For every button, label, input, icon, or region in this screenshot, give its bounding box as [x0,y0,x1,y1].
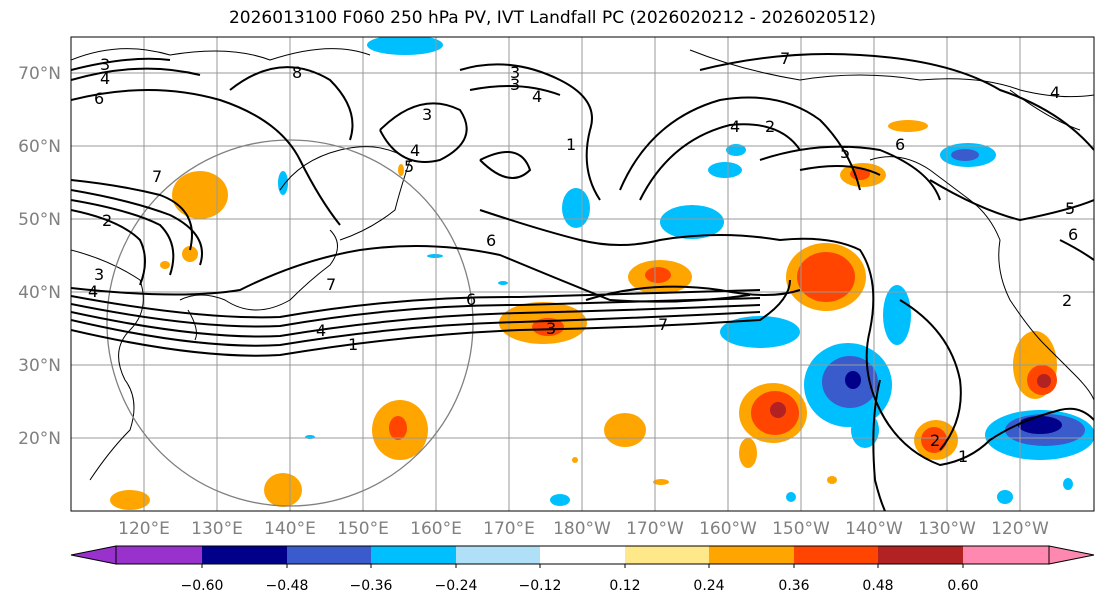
lat-label: 50°N [18,210,61,230]
colorbar-tick-label: −0.12 [519,578,562,594]
lon-label: 160°W [699,519,757,539]
contour-label: 4 [532,87,542,106]
colorbar: −0.60 −0.48 −0.36 −0.24 −0.12 0.12 0.24 0.36 0.4… [70,545,1095,594]
contour-label: 6 [486,231,496,250]
lon-label: 180°W [553,519,611,539]
longitude-labels: 120°E 130°E 140°E 150°E 160°E 170°E 180°… [118,519,1049,539]
contour-label: 4 [730,117,740,136]
colorbar-tick-label: 0.48 [862,578,893,594]
map-frame [70,36,1095,512]
colorbar-tick-label: −0.24 [435,578,478,594]
contour-label: 7 [658,315,668,334]
contour-label: 2 [1062,291,1072,310]
contour-label: 3 [100,55,110,74]
colorbar-tick-label: −0.36 [350,578,393,594]
colorbar-extend-high [1048,545,1095,565]
colorbar-cell [116,546,202,564]
contour-label: 6 [895,135,905,154]
colorbar-cell [625,546,709,564]
latitude-labels: 70°N 60°N 50°N 40°N 30°N 20°N [18,64,61,449]
contour-label: 3 [510,75,520,94]
contour-label: 2 [102,211,112,230]
contour-label: 4 [88,282,98,301]
contour-label: 6 [94,89,104,108]
lon-label: 150°W [772,519,830,539]
lon-label: 160°E [410,519,462,539]
lon-label: 170°W [626,519,684,539]
graticule-lines [71,37,1094,511]
contour-label: 3 [422,105,432,124]
lon-label: 140°W [845,519,903,539]
contour-label: 2 [930,431,940,450]
lon-label: 120°W [991,519,1049,539]
contour-label: 7 [326,275,336,294]
contour-label: 5 [404,157,414,176]
colorbar-tick-label: 0.12 [609,578,640,594]
lon-label: 140°E [264,519,316,539]
colorbar-cell [540,546,625,564]
contour-label: 4 [410,141,420,160]
contour-label: 1 [348,335,358,354]
contour-label: 7 [780,49,790,68]
colorbar-cell [371,546,456,564]
lat-label: 60°N [18,137,61,157]
colorbar-cell [878,546,963,564]
colorbar-cell [202,546,287,564]
colorbar-tick-label: −0.48 [266,578,309,594]
lon-label: 130°E [191,519,243,539]
lat-label: 30°N [18,356,61,376]
lon-label: 150°E [337,519,389,539]
contour-label: 5 [1065,199,1075,218]
colorbar-cell [456,546,540,564]
colorbar-cell [709,546,794,564]
lon-label: 120°E [118,519,170,539]
colorbar-tick-label: 0.36 [778,578,809,594]
contour-label: 6 [466,290,476,309]
colorbar-cell [287,546,371,564]
colorbar-tick-label: 0.24 [693,578,724,594]
colorbar-tick-label: −0.60 [181,578,224,594]
contour-label: 1 [566,135,576,154]
contour-label: 4 [1050,83,1060,102]
colorbar-extend-low [70,545,117,565]
contour-label: 1 [958,447,968,466]
contour-label: 3 [94,265,104,284]
lat-label: 70°N [18,64,61,84]
lon-label: 170°E [483,519,535,539]
contour-label: 3 [546,319,556,338]
contour-label: 2 [765,117,775,136]
contour-label-group: 3 4 6 7 2 3 4 8 3 4 3 5 4 7 1 6 4 1 6 3 … [88,49,1078,466]
figure-title: 2026013100 F060 250 hPa PV, IVT Landfall… [228,8,876,28]
contour-label: 4 [100,69,110,88]
contour-label: 3 [510,63,520,82]
contour-label: 7 [152,167,162,186]
colorbar-cell [794,546,878,564]
lat-label: 40°N [18,283,61,303]
contour-label: 4 [316,321,326,340]
lat-label: 20°N [18,429,61,449]
contour-label: 5 [840,143,850,162]
colorbar-tick-label: 0.60 [947,578,978,594]
colorbar-cell [963,546,1049,564]
lon-label: 130°W [918,519,976,539]
pv-contours [71,53,1094,511]
contour-label: 8 [292,63,302,82]
contour-label: 6 [1068,225,1078,244]
